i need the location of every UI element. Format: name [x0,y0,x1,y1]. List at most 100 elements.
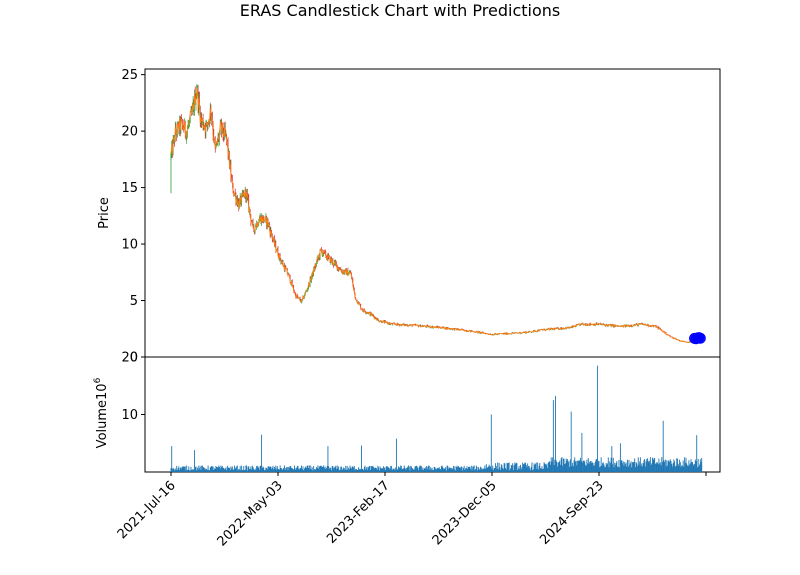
volume-bar [448,467,450,472]
volume-bar [464,470,466,472]
volume-bar [560,458,562,472]
volume-bar [669,459,671,472]
volume-bar [537,462,539,472]
volume-bar [304,467,306,472]
volume-bar [541,466,543,472]
volume-bar [450,468,452,472]
volume-bar [556,462,558,472]
volume-bar [674,461,676,472]
volume-bar [408,466,410,472]
volume-bar [510,468,511,472]
volume-bar [644,458,646,472]
volume-bar [308,465,310,472]
volume-bar [643,460,645,472]
volume-bar [438,467,440,472]
volume-bar [621,460,623,472]
volume-bar [293,465,295,472]
volume-bar [645,461,647,472]
volume-bar [429,469,431,472]
volume-bar [483,468,485,472]
volume-bar [210,466,212,472]
volume-bar [611,446,613,472]
price-y-label: Price [97,197,112,229]
volume-bar [580,461,582,472]
volume-bar [561,457,563,472]
volume-bar [423,468,425,472]
volume-bar [187,469,189,472]
volume-bar [619,443,621,472]
volume-bar [445,470,447,472]
volume-bar [363,467,365,472]
volume-bar [607,463,609,472]
volume-bar [305,466,307,472]
volume-bar [348,469,350,472]
volume-bar [518,465,520,472]
volume-bar [431,467,433,472]
volume-bar [249,469,251,472]
volume-bar [181,468,183,472]
volume-bar [418,466,420,472]
volume-bar [666,460,668,472]
volume-bar [493,468,495,472]
volume-bar [401,469,403,472]
volume-bar [308,467,310,472]
volume-bar [415,465,417,472]
volume-bar [291,467,293,472]
volume-bar [624,464,626,472]
volume-bar [494,468,496,472]
volume-bar [490,414,492,472]
volume-bar [212,466,214,472]
volume-bar [170,467,172,472]
volume-bar [363,470,365,472]
volume-bar [622,463,623,472]
volume-bar [235,468,237,472]
volume-bar [452,469,454,472]
volume-bar [330,468,332,472]
volume-bar [627,466,629,472]
volume-bar [487,467,489,472]
volume-bar [620,460,622,472]
volume-bar [593,462,595,472]
volume-bar [323,467,325,472]
volume-bar [224,468,226,472]
volume-bar [540,468,541,472]
volume-bar [206,469,208,472]
volume-bar [558,461,560,472]
volume-bar [471,470,473,472]
volume-bar [660,465,662,472]
volume-bar [441,465,443,472]
volume-bar [347,469,349,472]
volume-bar [203,467,205,472]
volume-bar [520,464,521,472]
volume-bar [585,465,587,472]
volume-bar [204,468,205,472]
volume-bar [422,467,424,472]
volume-bar [477,467,479,472]
price-y-tick-label: 10 [121,238,138,253]
volume-bar [527,463,529,472]
volume-bar [698,466,700,472]
volume-bar [683,466,685,472]
volume-bar [528,466,530,472]
volume-bar [500,469,502,472]
volume-bar [389,469,391,472]
volume-bar [571,466,573,472]
volume-bar [426,469,428,472]
volume-bar [420,466,422,472]
volume-bar [174,470,176,472]
volume-bar [651,463,653,472]
volume-bar [296,466,298,472]
volume-bar [209,467,211,472]
volume-bar [605,463,607,472]
volume-bar [201,465,203,472]
volume-bar [433,469,434,472]
volume-bar [495,463,497,472]
volume-bar [576,465,578,472]
volume-bar [380,468,382,472]
volume-bar [355,468,357,472]
volume-bar [672,466,673,472]
volume-bar [251,465,253,472]
volume-bar [371,466,373,472]
volume-bar [216,467,218,472]
volume-bar [519,469,521,472]
